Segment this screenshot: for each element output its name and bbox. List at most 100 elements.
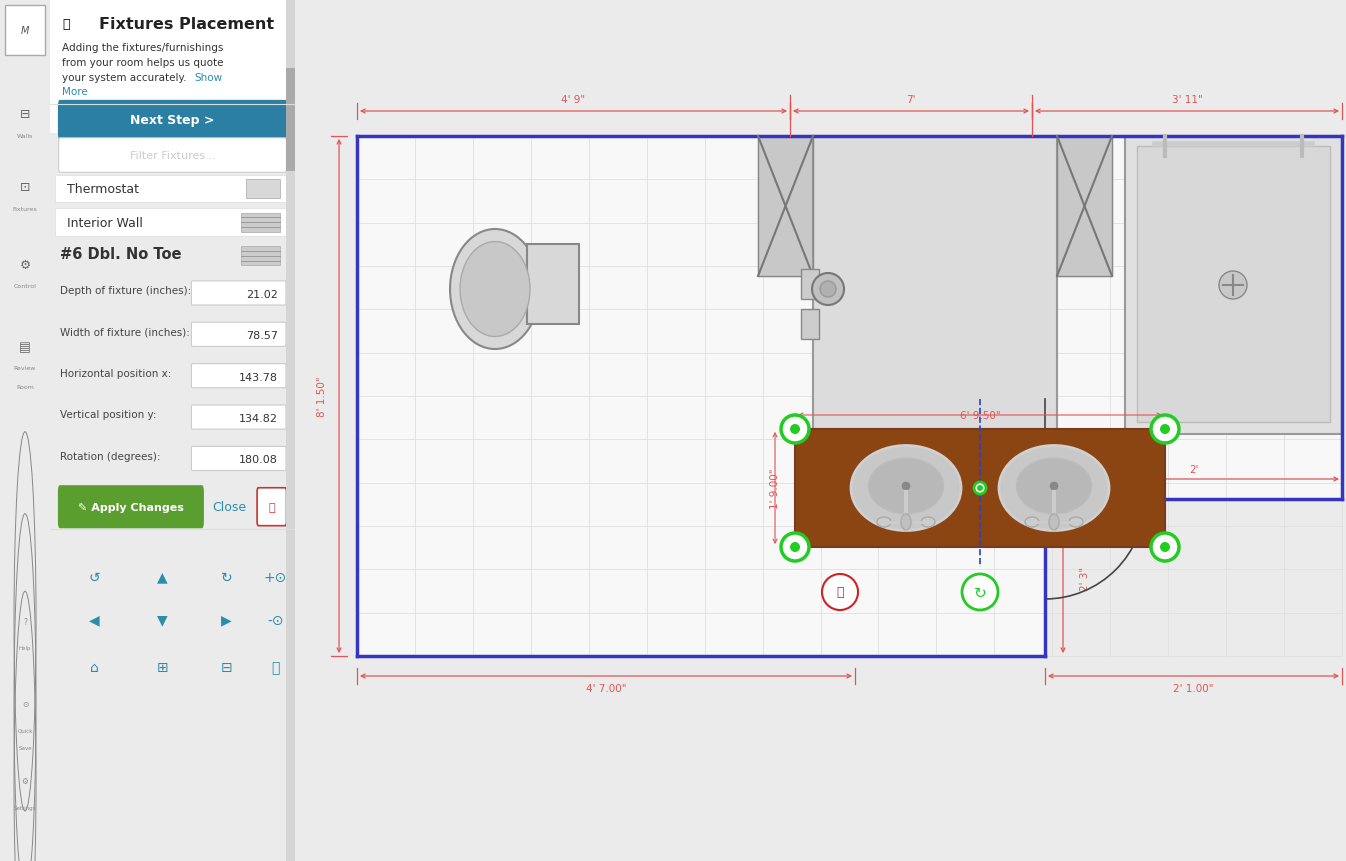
FancyBboxPatch shape — [5, 6, 44, 56]
Ellipse shape — [1049, 514, 1059, 530]
Ellipse shape — [460, 242, 530, 338]
Text: ▲: ▲ — [157, 570, 168, 584]
Text: 7': 7' — [906, 95, 915, 105]
Text: from your room helps us quote: from your room helps us quote — [62, 58, 223, 68]
Bar — [813, 137, 1057, 430]
Text: Width of fixture (inches):: Width of fixture (inches): — [59, 327, 190, 338]
Polygon shape — [758, 137, 813, 276]
Bar — [1125, 137, 1342, 435]
Bar — [528, 245, 579, 325]
FancyBboxPatch shape — [257, 488, 287, 526]
Text: Adding the fixtures/furnishings: Adding the fixtures/furnishings — [62, 43, 223, 53]
Text: Vertical position y:: Vertical position y: — [59, 410, 156, 420]
FancyBboxPatch shape — [58, 101, 287, 140]
Bar — [795, 430, 1166, 548]
Text: ↺: ↺ — [89, 570, 100, 584]
Bar — [1137, 147, 1330, 423]
Circle shape — [790, 424, 800, 435]
Ellipse shape — [1016, 459, 1092, 514]
Text: 180.08: 180.08 — [240, 455, 277, 465]
Text: Quick: Quick — [17, 728, 32, 733]
Text: Help: Help — [19, 646, 31, 651]
Circle shape — [822, 574, 857, 610]
Polygon shape — [357, 137, 1342, 656]
Text: Review: Review — [13, 366, 36, 371]
Text: Show: Show — [195, 72, 222, 83]
Text: 4' 7.00": 4' 7.00" — [586, 684, 626, 693]
FancyBboxPatch shape — [58, 486, 203, 529]
Text: 2' 1.00": 2' 1.00" — [1174, 684, 1214, 693]
Text: ▶: ▶ — [221, 613, 232, 627]
Text: Horizontal position x:: Horizontal position x: — [59, 369, 171, 379]
Text: Control: Control — [13, 284, 36, 289]
Text: Close: Close — [211, 500, 246, 514]
Text: Rotation (degrees):: Rotation (degrees): — [59, 451, 160, 461]
FancyBboxPatch shape — [55, 209, 291, 237]
Circle shape — [1160, 424, 1170, 435]
Text: ↻: ↻ — [221, 570, 233, 584]
Text: 143.78: 143.78 — [238, 372, 277, 382]
FancyBboxPatch shape — [191, 323, 285, 347]
Text: #6 Dbl. No Toe: #6 Dbl. No Toe — [59, 246, 182, 262]
Text: ↻: ↻ — [973, 585, 987, 600]
Text: ⊙: ⊙ — [22, 699, 28, 708]
FancyBboxPatch shape — [191, 364, 285, 388]
Ellipse shape — [851, 446, 961, 531]
Circle shape — [962, 574, 997, 610]
FancyBboxPatch shape — [246, 180, 280, 199]
Bar — [801, 269, 818, 300]
Text: Interior Wall: Interior Wall — [67, 216, 143, 230]
FancyBboxPatch shape — [191, 447, 285, 471]
FancyBboxPatch shape — [59, 139, 287, 173]
Circle shape — [975, 482, 987, 494]
Circle shape — [781, 533, 809, 561]
Ellipse shape — [1069, 517, 1084, 528]
Circle shape — [1219, 272, 1246, 300]
Text: ⚙: ⚙ — [19, 258, 31, 272]
Ellipse shape — [999, 446, 1109, 531]
FancyBboxPatch shape — [50, 0, 295, 133]
Text: 21.02: 21.02 — [246, 289, 277, 300]
Text: 🗑: 🗑 — [268, 502, 275, 512]
FancyBboxPatch shape — [241, 214, 280, 232]
Text: Thermostat: Thermostat — [67, 183, 139, 196]
Text: your system accurately.: your system accurately. — [62, 72, 187, 83]
Circle shape — [1050, 482, 1058, 491]
Text: +⊙: +⊙ — [264, 570, 287, 584]
Text: Walls: Walls — [17, 133, 34, 139]
Circle shape — [781, 416, 809, 443]
Text: 134.82: 134.82 — [238, 413, 277, 424]
FancyBboxPatch shape — [191, 406, 285, 430]
Text: ⊞: ⊞ — [157, 660, 168, 674]
Circle shape — [790, 542, 800, 553]
Text: Filter Fixtures...: Filter Fixtures... — [129, 151, 215, 161]
Circle shape — [1151, 416, 1179, 443]
Ellipse shape — [1026, 517, 1039, 528]
Ellipse shape — [868, 459, 944, 514]
Bar — [287, 0, 295, 861]
Text: 6' 9.50": 6' 9.50" — [960, 411, 1000, 420]
Text: 🗑: 🗑 — [836, 585, 844, 598]
FancyBboxPatch shape — [55, 176, 291, 203]
Ellipse shape — [450, 230, 540, 350]
Text: 3' 11": 3' 11" — [1171, 95, 1202, 105]
Text: More: More — [62, 87, 87, 97]
Ellipse shape — [900, 514, 911, 530]
Text: ⊟: ⊟ — [221, 660, 233, 674]
FancyBboxPatch shape — [241, 247, 280, 266]
Circle shape — [812, 274, 844, 306]
Text: 78.57: 78.57 — [246, 331, 277, 341]
Text: 🛋: 🛋 — [62, 17, 70, 31]
Circle shape — [820, 282, 836, 298]
Text: ⌂: ⌂ — [90, 660, 98, 674]
Text: 1' 9.00": 1' 9.00" — [770, 468, 781, 509]
Text: 2': 2' — [1189, 464, 1198, 474]
Bar — [287, 69, 295, 172]
FancyBboxPatch shape — [191, 282, 285, 306]
Text: 8' 1.50": 8' 1.50" — [318, 376, 327, 417]
Polygon shape — [1057, 137, 1112, 276]
Text: ✎ Apply Changes: ✎ Apply Changes — [78, 502, 184, 512]
Ellipse shape — [878, 517, 891, 528]
Text: Settings: Settings — [13, 805, 36, 810]
Text: ?: ? — [23, 617, 27, 626]
